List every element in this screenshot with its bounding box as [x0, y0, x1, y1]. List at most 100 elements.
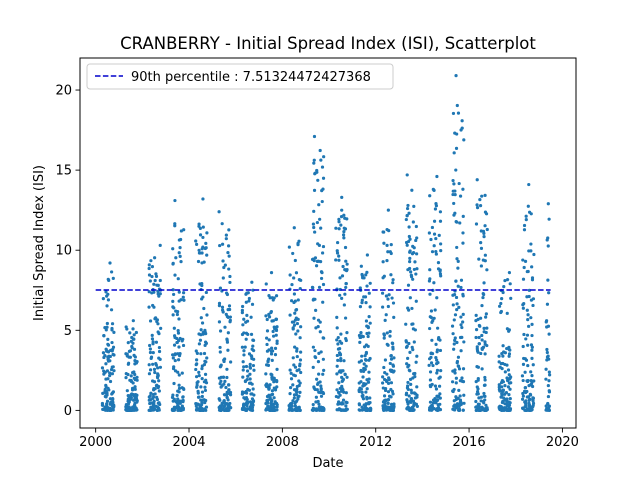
data-point — [315, 377, 319, 381]
data-point — [293, 345, 297, 349]
data-point — [522, 356, 526, 361]
data-point — [337, 351, 342, 355]
data-point — [384, 378, 388, 383]
data-point — [450, 380, 455, 384]
data-point — [433, 308, 437, 312]
data-point — [175, 312, 179, 317]
data-point — [173, 198, 177, 203]
data-point — [126, 399, 130, 403]
data-point — [454, 381, 458, 385]
data-point — [415, 252, 419, 256]
data-point — [227, 304, 232, 308]
data-point — [100, 366, 105, 370]
data-point — [289, 377, 294, 381]
data-point — [530, 278, 535, 282]
data-point — [269, 404, 273, 408]
data-point — [414, 360, 418, 364]
data-point — [176, 310, 180, 314]
data-point — [125, 327, 129, 331]
data-point — [251, 344, 255, 348]
data-point — [362, 295, 366, 299]
data-point — [430, 250, 435, 254]
data-point — [270, 389, 275, 393]
data-point — [367, 358, 371, 362]
data-point — [505, 327, 510, 331]
x-tick-label: 2000 — [79, 435, 112, 450]
data-point — [452, 201, 456, 206]
data-point — [386, 398, 390, 402]
data-point — [128, 355, 132, 359]
data-point — [240, 311, 244, 315]
data-point — [479, 399, 483, 403]
data-point — [411, 277, 415, 281]
data-point — [530, 322, 534, 326]
data-point — [345, 331, 349, 335]
data-point — [454, 146, 459, 150]
data-point — [456, 266, 460, 270]
data-point — [341, 264, 345, 269]
data-point — [546, 394, 551, 399]
data-point — [200, 394, 204, 399]
data-point — [414, 272, 418, 276]
data-point — [132, 353, 136, 358]
data-point — [194, 375, 199, 379]
data-point — [482, 330, 486, 334]
data-point — [384, 408, 389, 412]
data-point — [476, 392, 480, 396]
data-point — [287, 245, 291, 249]
data-point — [177, 358, 181, 362]
data-point — [478, 204, 483, 208]
data-point — [226, 348, 230, 352]
data-point — [107, 278, 111, 282]
data-point — [109, 308, 114, 312]
data-point — [462, 393, 466, 397]
data-point — [270, 296, 274, 300]
data-point — [132, 398, 136, 402]
data-point — [480, 333, 484, 338]
data-point — [242, 353, 246, 357]
data-point — [344, 404, 348, 408]
data-point — [225, 367, 229, 371]
data-point — [362, 369, 366, 374]
data-point — [181, 408, 185, 412]
data-point — [461, 187, 465, 191]
data-point — [482, 281, 486, 285]
data-point — [439, 242, 443, 246]
data-point — [177, 251, 181, 255]
data-point — [176, 331, 181, 335]
data-point — [271, 319, 275, 323]
data-point — [524, 337, 528, 341]
data-point — [149, 355, 154, 359]
data-point — [199, 385, 203, 389]
data-point — [342, 230, 346, 234]
data-point — [499, 404, 503, 409]
data-point — [223, 379, 227, 383]
data-point — [200, 377, 204, 381]
data-point — [147, 398, 151, 402]
data-point — [176, 370, 180, 374]
data-point — [435, 371, 439, 375]
data-point — [382, 336, 386, 340]
data-point — [110, 326, 114, 331]
data-point — [131, 319, 135, 323]
data-point — [104, 389, 108, 394]
data-point — [111, 352, 115, 357]
data-point — [171, 305, 175, 309]
data-point — [344, 316, 348, 320]
data-point — [474, 335, 478, 340]
data-point — [368, 305, 372, 309]
data-point — [483, 352, 487, 356]
data-point — [314, 308, 318, 312]
data-point — [147, 305, 151, 309]
data-point — [245, 400, 250, 404]
data-point — [273, 352, 278, 357]
data-point — [156, 401, 160, 405]
data-point — [128, 331, 132, 335]
data-point — [435, 368, 440, 372]
data-point — [500, 385, 504, 389]
data-point — [428, 277, 432, 281]
data-point — [340, 408, 344, 412]
data-point — [147, 372, 152, 376]
data-point — [547, 217, 551, 221]
data-point — [227, 383, 231, 387]
